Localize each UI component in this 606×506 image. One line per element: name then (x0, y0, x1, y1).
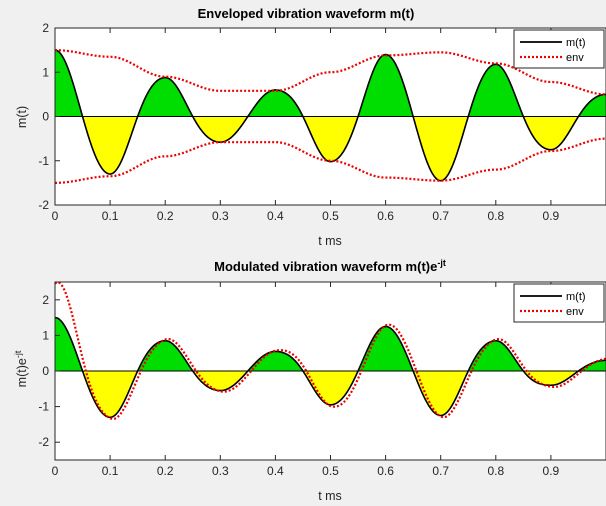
x-tick-label: 0.2 (157, 464, 174, 478)
y-tick-label: 1 (42, 328, 49, 342)
legend-box (513, 29, 605, 69)
x-tick-label: 0.8 (487, 209, 504, 223)
top-chart-ylabel: m(t) (15, 106, 29, 128)
x-tick-label: 0.5 (322, 464, 339, 478)
bottom-chart: Modulated vibration waveform m(t)e-jt m(… (13, 258, 606, 503)
y-tick-label: -2 (38, 435, 49, 449)
x-tick-label: 0.2 (157, 209, 174, 223)
top-chart-xlabel: t ms (318, 234, 342, 248)
legend-label: m(t) (566, 37, 586, 49)
x-tick-label: 0 (52, 464, 59, 478)
positive-area (55, 50, 606, 117)
y-tick-label: 0 (42, 110, 49, 124)
x-tick-label: 0.9 (543, 464, 560, 478)
plot-content (55, 49, 606, 184)
y-tick-label: -1 (38, 400, 49, 414)
x-tick-label: 0.4 (267, 464, 284, 478)
legend-label: m(t) (566, 291, 586, 303)
legend: m(t) env (513, 283, 605, 323)
bottom-chart-xlabel: t ms (318, 489, 342, 503)
x-tick-label: 0.5 (322, 209, 339, 223)
envelope-modulated (55, 282, 606, 421)
x-tick-label: 0.7 (432, 464, 449, 478)
top-chart: Enveloped vibration waveform m(t) m(t) t… (15, 6, 606, 248)
plot-content (55, 282, 606, 421)
y-tick-label: -1 (38, 154, 49, 168)
y-tick-label: 1 (42, 65, 49, 79)
x-tick-label: 0.3 (212, 464, 229, 478)
positive-area (55, 317, 606, 371)
x-tick-label: 0.6 (377, 209, 394, 223)
x-tick-label: 0.1 (102, 209, 119, 223)
legend: m(t) env (513, 29, 605, 69)
y-tick-label: -2 (38, 198, 49, 212)
x-tick-label: 0.8 (487, 464, 504, 478)
x-tick-label: 0.9 (543, 209, 560, 223)
bottom-chart-ylabel: m(t)e-jt (13, 350, 29, 387)
x-tick-label: 0.3 (212, 209, 229, 223)
x-tick-label: 0.7 (432, 209, 449, 223)
legend-label: env (566, 52, 584, 64)
y-tick-label: 0 (42, 364, 49, 378)
y-tick-label: 2 (42, 293, 49, 307)
x-tick-label: 0.1 (102, 464, 119, 478)
y-tick-label: 2 (42, 21, 49, 35)
top-chart-title: Enveloped vibration waveform m(t) (198, 6, 415, 21)
negative-area (55, 371, 606, 418)
negative-area (55, 116, 606, 181)
legend-box (513, 283, 605, 323)
x-tick-label: 0.6 (377, 464, 394, 478)
bottom-chart-title: Modulated vibration waveform m(t)e-jt (214, 258, 446, 274)
signal-line (55, 49, 606, 182)
legend-label: env (566, 306, 584, 318)
x-tick-label: 0.4 (267, 209, 284, 223)
x-tick-label: 0 (52, 209, 59, 223)
